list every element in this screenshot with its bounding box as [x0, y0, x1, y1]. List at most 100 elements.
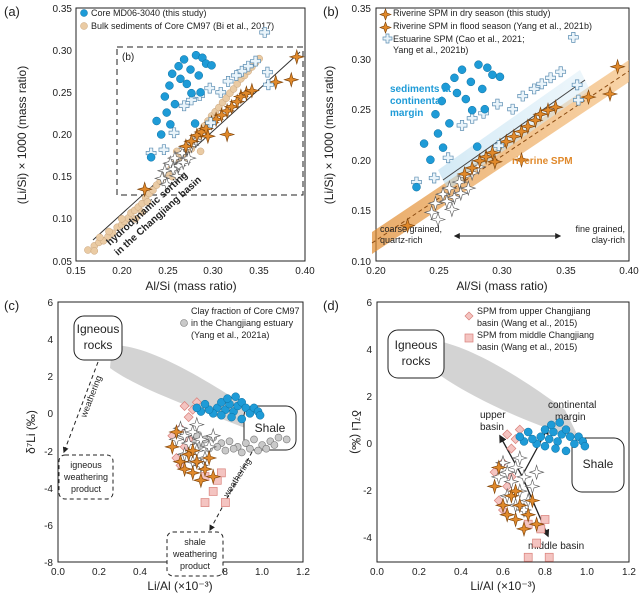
panel-c-igneous-box [73, 315, 123, 361]
x-tick-label: 0.25 [429, 266, 449, 277]
white-star-point [452, 185, 469, 202]
white-star-point [154, 170, 171, 187]
orange-star-point [196, 461, 214, 478]
panel-d-xticks: 0.0 0.2 0.4 0.6 0.8 1.0 1.2 [370, 567, 636, 578]
blue-circle-point [523, 427, 533, 437]
x-tick-label: 0.0 [51, 567, 65, 578]
blue-circle-point [152, 116, 161, 126]
blue-cross-point [555, 66, 567, 78]
white-star-point [168, 167, 185, 184]
blue-cross-point [222, 76, 234, 87]
blue-circle-point [431, 110, 440, 119]
panel-b-annotation: margin [390, 108, 423, 119]
blue-circle-point [450, 73, 459, 83]
gray-circle-point [237, 448, 246, 457]
white-star-point [192, 431, 209, 448]
tan-circle-point [196, 147, 205, 156]
x-tick-label: 1.2 [622, 567, 636, 578]
orange-star-point [183, 133, 200, 150]
tan-circle-point [84, 246, 92, 254]
blue-cross-point [242, 60, 254, 72]
white-star-point [443, 201, 460, 218]
gray-circle-point [221, 446, 230, 455]
panel-c-annotation: shale [184, 537, 206, 547]
x-tick-label: 0.35 [249, 266, 269, 277]
panel-c-annotation: weathering [221, 456, 253, 499]
legend-marker-pink-square [464, 333, 474, 343]
white-star-point [441, 180, 458, 197]
pink-diamond-point [506, 443, 517, 454]
blue-circle-point [547, 420, 556, 430]
blue-circle-point [223, 394, 232, 403]
pink-square-point [200, 498, 210, 507]
blue-cross-point [493, 140, 505, 151]
orange-star-point [498, 133, 515, 150]
legend-marker-tan-circle [80, 22, 88, 30]
blue-circle-point [186, 65, 195, 74]
panel-a-frame [75, 7, 306, 262]
orange-star-point [494, 497, 512, 514]
blue-cross-point [168, 127, 180, 139]
orange-star-point [208, 111, 225, 128]
panel-c-xlabel: Li/Al (×10⁻³) [147, 579, 212, 593]
blue-circle-point [544, 434, 554, 444]
gray-circle-point [246, 444, 254, 453]
white-star-point [446, 189, 463, 206]
blue-cross-point [178, 100, 190, 112]
x-tick-label: 0.15 [66, 266, 86, 277]
panel-b: (b) (Li/Si) × 1000 (mass ratio) Al/Si (m… [322, 4, 639, 293]
panel-b-ylabel: (Li/Si) × 1000 (mass ratio) [322, 66, 336, 204]
y-tick-label: 0.20 [352, 156, 372, 167]
panel-b-annotation: clay-rich [591, 235, 625, 245]
white-star-point [515, 468, 533, 485]
y-tick-label: 0.35 [53, 4, 73, 15]
blue-cross-point [466, 112, 478, 124]
blue-cross-point [428, 172, 440, 184]
gray-circle-point [270, 441, 279, 449]
orange-star-point [520, 506, 537, 523]
gray-circle-point [262, 444, 271, 453]
blue-circle-point [483, 63, 492, 72]
x-tick-label: 0.30 [203, 266, 223, 277]
gray-circle-point [229, 444, 238, 453]
blue-circle-point [466, 77, 476, 87]
x-tick-label: 0.0 [370, 567, 384, 578]
orange-star-point [205, 468, 222, 485]
orange-star-point [513, 123, 530, 140]
blue-circle-point [166, 120, 175, 129]
blue-circle-point [227, 412, 236, 422]
panel-c-label: (c) [4, 298, 19, 313]
y-tick-label: 2 [47, 372, 53, 383]
panel-c-igneous-product-box [58, 454, 114, 500]
legend-marker-gray-circle [180, 319, 188, 327]
blue-circle-point [167, 69, 177, 79]
panel-c-annotation: product [71, 484, 102, 494]
blue-circle-point [179, 55, 189, 64]
panel-a-xticks: 0.15 0.20 0.25 0.30 0.35 0.40 [66, 266, 315, 277]
legend-label: SPM from upper Changjiang [477, 306, 591, 316]
panel-d-annotation: margin [555, 412, 586, 423]
orange-star-point [471, 152, 488, 169]
panel-b-annotation: sediments at [390, 84, 452, 95]
blue-cross-point [507, 103, 518, 115]
blue-circle-point [565, 432, 575, 441]
blue-cross-point [442, 152, 454, 164]
orange-star-point [484, 144, 501, 161]
panel-a: (a) (Li/Si) × 1000 (mass ratio) Al/Si (m… [4, 4, 315, 293]
blue-cross-point [456, 120, 468, 131]
x-tick-label: 0.20 [112, 266, 132, 277]
blue-circle-point [480, 104, 490, 114]
blue-cross-point [205, 117, 217, 129]
y-tick-label: 0.35 [352, 4, 372, 15]
pink-diamond-point [502, 429, 513, 440]
panel-d-annotation: upper [480, 410, 506, 421]
blue-circle-point [488, 70, 497, 80]
panel-b-annotation: continental [390, 96, 444, 107]
y-tick-label: 2 [366, 392, 372, 403]
y-tick-label: 0.15 [53, 172, 73, 183]
tan-circle-point [131, 215, 140, 223]
orange-star-point [399, 217, 416, 234]
orange-star-point [507, 483, 524, 500]
orange-star-point [464, 159, 481, 176]
panel-d-frame [376, 301, 630, 563]
